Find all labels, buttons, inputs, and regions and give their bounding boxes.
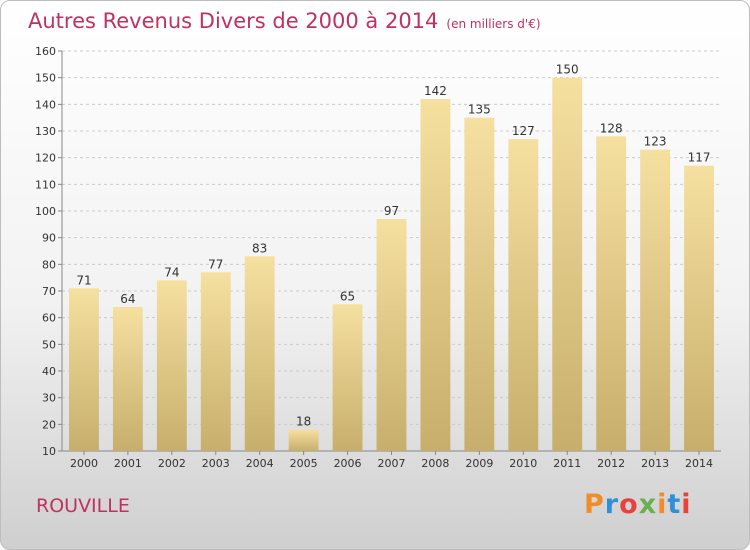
bar [112,307,143,451]
y-tick-label: 110 [35,178,56,191]
bar [464,117,495,452]
bar [156,280,187,451]
data-label: 64 [120,292,135,306]
bar [684,165,714,451]
data-label: 127 [512,124,535,138]
y-tick-label: 140 [35,98,56,111]
logo-letter: x [638,489,658,520]
bar [596,136,627,452]
x-tick-label: 2003 [202,457,230,470]
y-tick-label: 130 [35,125,56,138]
data-label: 71 [76,273,91,287]
place-name: ROUVILLE [36,495,130,517]
data-label: 83 [252,241,267,255]
bar [420,99,451,451]
y-tick-label: 80 [42,258,56,271]
data-label: 77 [208,257,223,271]
data-label: 65 [340,289,355,303]
bar [200,272,231,451]
data-label: 117 [688,151,711,165]
data-label: 135 [468,103,491,117]
x-tick-label: 2013 [641,457,669,470]
data-label: 128 [600,121,623,135]
x-tick-label: 2014 [685,457,713,470]
x-tick-label: 2004 [246,457,274,470]
y-tick-label: 70 [42,285,56,298]
x-tick-label: 2001 [114,457,142,470]
bar [332,304,363,451]
x-tick-label: 2009 [465,457,493,470]
y-tick-label: 20 [42,418,56,431]
bar [640,149,671,451]
data-label: 18 [296,415,311,429]
y-tick-label: 40 [42,365,56,378]
proxiti-logo: Proxiti [584,489,692,520]
chart-unit: (en milliers d'€) [446,17,541,31]
y-tick-label: 150 [35,72,56,85]
logo-letter: r [604,489,620,520]
x-tick-label: 2000 [70,457,98,470]
logo-letter: o [619,489,639,520]
data-label: 123 [644,135,667,149]
data-label: 142 [424,84,447,98]
bar [376,219,407,451]
x-tick-label: 2010 [509,457,537,470]
logo-letter: i [681,489,692,520]
data-label: 74 [164,265,179,279]
chart-title: Autres Revenus Divers de 2000 à 2014 [28,9,439,33]
chart-title-row: Autres Revenus Divers de 2000 à 2014 (en … [28,9,541,33]
x-tick-label: 2007 [378,457,406,470]
logo-letter: t [667,489,682,520]
logo-letter: i [657,489,668,520]
bar [508,139,539,451]
data-label: 97 [384,204,399,218]
x-tick-label: 2006 [334,457,362,470]
x-tick-label: 2008 [421,457,449,470]
y-tick-label: 160 [35,45,56,58]
bar [288,429,319,451]
y-tick-label: 50 [42,338,56,351]
y-tick-label: 120 [35,152,56,165]
y-tick-label: 30 [42,392,56,405]
y-tick-label: 90 [42,232,56,245]
y-tick-label: 60 [42,312,56,325]
bar [69,288,99,451]
bar [552,77,583,452]
x-tick-label: 2002 [158,457,186,470]
y-tick-label: 100 [35,205,56,218]
x-tick-label: 2005 [290,457,318,470]
bar [244,256,275,451]
logo-letter: P [584,489,605,520]
x-tick-label: 2012 [597,457,625,470]
data-label: 150 [556,63,579,77]
y-tick-label: 10 [42,445,56,458]
x-tick-label: 2011 [553,457,581,470]
